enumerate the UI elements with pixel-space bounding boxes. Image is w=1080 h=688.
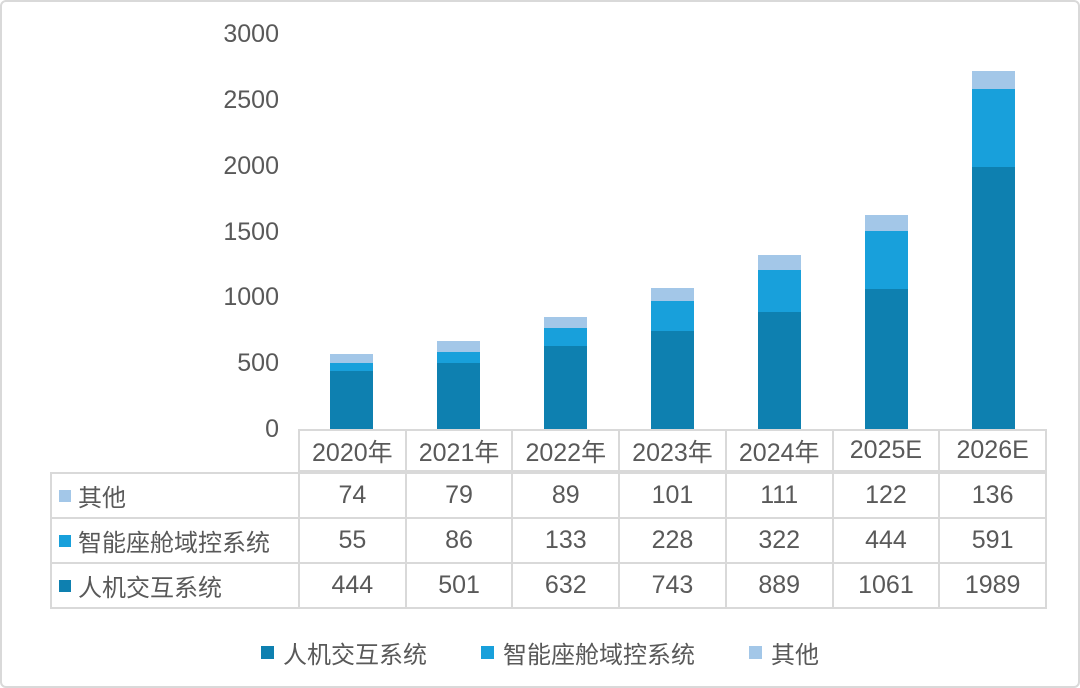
series-name: 其他	[78, 485, 126, 512]
table-value-cell: 136	[939, 473, 1046, 518]
y-axis-tick-label: 2500	[223, 85, 279, 114]
table-value-cell: 743	[619, 563, 726, 608]
bar-segment-人机交互系统	[865, 289, 908, 429]
bar-column-2023年	[619, 34, 726, 429]
bar-segment-人机交互系统	[330, 370, 373, 429]
table-value-cell: 444	[832, 518, 940, 563]
table-value-cell: 501	[405, 563, 513, 608]
legend-key-square-icon	[59, 489, 71, 502]
bar-segment-智能座舱域控系统	[972, 89, 1015, 168]
stacked-bar	[972, 71, 1015, 429]
bar-segment-人机交互系统	[972, 167, 1015, 429]
y-axis-tick-label: 3000	[223, 20, 279, 48]
table-value-cell: 1989	[939, 563, 1046, 608]
legend-key-square-icon	[59, 579, 71, 592]
bar-segment-人机交互系统	[437, 363, 480, 429]
table-value-cell: 55	[299, 518, 406, 563]
table-header-cell: 2025E	[832, 430, 940, 471]
y-axis-tick-label: 2000	[223, 151, 279, 180]
bar-column-2020年	[298, 34, 405, 429]
bar-segment-其他	[651, 287, 694, 302]
data-table-header-row: 2020年 2021年 2022年 2023年 2024年 2025E 2026E	[298, 429, 1047, 472]
table-value-cell: 889	[725, 563, 833, 608]
chart-legend: 人机交互系统 智能座舱域控系统 其他	[2, 635, 1078, 670]
table-value-cell: 591	[939, 518, 1046, 563]
table-row-label: 人机交互系统	[51, 563, 299, 608]
series-name: 智能座舱域控系统	[78, 530, 270, 557]
legend-key-square-icon	[59, 534, 71, 547]
series-name: 人机交互系统	[78, 575, 222, 602]
bar-segment-其他	[437, 341, 480, 352]
bar-segment-智能座舱域控系统	[758, 269, 801, 312]
table-value-cell: 228	[619, 518, 726, 563]
table-value-cell: 632	[512, 563, 620, 608]
table-header-cell: 2021年	[405, 430, 513, 471]
data-table-body: 其他 74 79 89 101 111 122 136 智能座舱域控系统 55 86 133 228 32…	[50, 472, 1047, 609]
table-value-cell: 122	[832, 473, 940, 518]
y-axis-tick-label: 1000	[223, 283, 279, 312]
table-header-cell: 2023年	[619, 430, 726, 471]
table-value-cell: 444	[299, 563, 406, 608]
y-axis-tick-label: 1500	[223, 217, 279, 246]
table-value-cell: 74	[299, 473, 406, 518]
table-header-cell: 2024年	[725, 430, 833, 471]
bar-segment-人机交互系统	[651, 331, 694, 429]
legend-item: 其他	[749, 635, 819, 670]
stacked-bar	[758, 254, 801, 429]
table-value-cell: 322	[725, 518, 833, 563]
bar-column-2021年	[405, 34, 512, 429]
table-row-label: 其他	[51, 473, 299, 518]
stacked-bar	[330, 353, 373, 429]
bar-segment-人机交互系统	[544, 345, 587, 429]
stacked-bar	[865, 214, 908, 429]
table-value-cell: 101	[619, 473, 726, 518]
table-value-cell: 79	[405, 473, 513, 518]
table-value-cell: 133	[512, 518, 620, 563]
legend-label: 智能座舱域控系统	[503, 642, 695, 669]
y-axis-tick-label: 0	[265, 415, 279, 443]
bar-column-2024年	[726, 34, 833, 429]
table-value-cell: 1061	[832, 563, 940, 608]
legend-label: 人机交互系统	[283, 642, 427, 669]
legend-swatch-icon	[749, 646, 762, 659]
table-value-cell: 111	[725, 473, 833, 518]
plot-area	[298, 34, 1047, 429]
bar-segment-智能座舱域控系统	[865, 230, 908, 290]
bar-segment-人机交互系统	[758, 311, 801, 429]
table-row-label: 智能座舱域控系统	[51, 518, 299, 563]
table-header-cell: 2020年	[299, 430, 406, 471]
bar-column-2026E	[940, 34, 1047, 429]
bar-segment-智能座舱域控系统	[330, 363, 373, 371]
bar-segment-智能座舱域控系统	[544, 328, 587, 346]
bar-segment-其他	[758, 254, 801, 270]
bar-segment-其他	[544, 316, 587, 329]
table-value-cell: 89	[512, 473, 620, 518]
legend-swatch-icon	[261, 646, 274, 659]
legend-label: 其他	[771, 642, 819, 669]
bar-segment-其他	[972, 71, 1015, 90]
table-header-cell: 2022年	[512, 430, 620, 471]
legend-item: 智能座舱域控系统	[481, 635, 695, 670]
bar-segment-智能座舱域控系统	[437, 351, 480, 364]
y-axis-tick-label: 500	[237, 349, 279, 378]
table-value-cell: 86	[405, 518, 513, 563]
stacked-bar	[437, 341, 480, 429]
bar-segment-智能座舱域控系统	[651, 301, 694, 332]
bar-segment-其他	[865, 214, 908, 231]
stacked-bar	[544, 316, 587, 429]
legend-item: 人机交互系统	[261, 635, 427, 670]
table-header-cell: 2026E	[939, 430, 1046, 471]
bar-segment-其他	[330, 353, 373, 364]
bar-column-2022年	[512, 34, 619, 429]
legend-swatch-icon	[481, 646, 494, 659]
stacked-bar	[651, 287, 694, 429]
bar-column-2025E	[833, 34, 940, 429]
